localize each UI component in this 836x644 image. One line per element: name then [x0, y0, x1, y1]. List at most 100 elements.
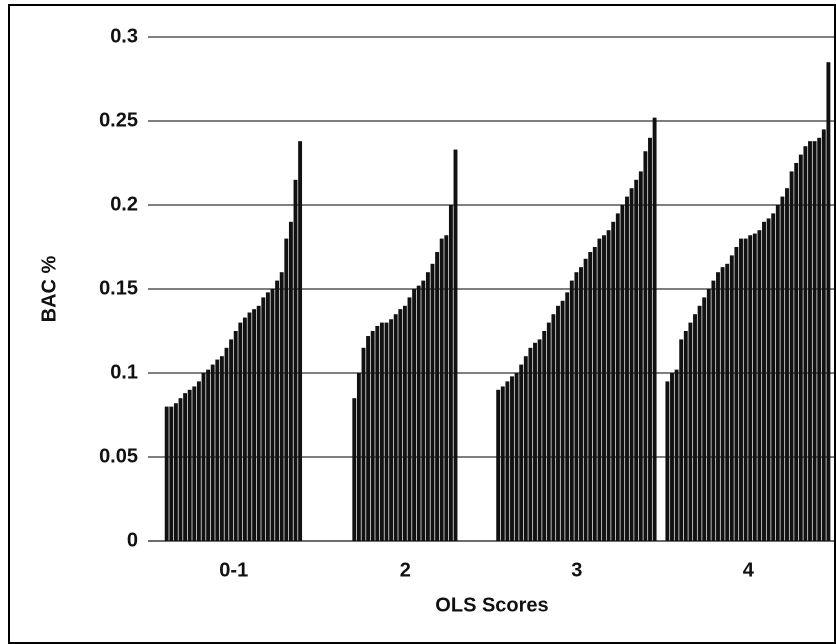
bar [252, 309, 257, 541]
bar [425, 272, 430, 541]
bar [775, 205, 780, 541]
bar [500, 386, 505, 541]
bar [523, 356, 528, 541]
bar [256, 305, 261, 541]
bar [812, 141, 817, 541]
bar [187, 389, 192, 541]
bar [398, 309, 403, 541]
bar [556, 305, 560, 541]
bar [542, 331, 547, 541]
bar [757, 230, 762, 541]
bar [620, 205, 625, 541]
bar [817, 137, 822, 542]
bar [288, 221, 293, 542]
bar [720, 267, 725, 541]
bar [780, 196, 785, 541]
bar [293, 179, 298, 542]
bar [606, 230, 611, 541]
bar [711, 280, 716, 541]
bar [238, 322, 243, 541]
bar [808, 141, 812, 541]
bar [444, 235, 449, 542]
bar [546, 322, 551, 541]
bar [352, 398, 357, 541]
bar [370, 331, 375, 541]
bar [748, 235, 753, 542]
bar [665, 381, 670, 541]
y-axis-label: BAC % [38, 255, 60, 322]
bar [356, 373, 361, 541]
bar [201, 373, 206, 541]
y-tick-label: 0.3 [110, 25, 138, 47]
bar [412, 289, 417, 541]
bar [743, 238, 748, 541]
bar [393, 314, 398, 541]
bar [574, 272, 579, 541]
bar [716, 272, 720, 541]
bar [379, 322, 384, 541]
bar [766, 218, 771, 541]
y-tick-label: 0.15 [99, 277, 138, 299]
bar [725, 263, 730, 541]
bar [615, 213, 620, 541]
bar [643, 151, 648, 542]
y-tick-label: 0 [127, 529, 138, 551]
x-tick-label: 2 [400, 559, 411, 581]
bar [361, 347, 366, 541]
bar [298, 141, 303, 541]
bar [279, 272, 284, 541]
bar [803, 146, 808, 541]
bar [164, 406, 169, 541]
bar [648, 137, 652, 542]
x-tick-label: 0-1 [219, 559, 248, 581]
frame [8, 4, 836, 644]
bar [794, 163, 799, 541]
bar [670, 373, 674, 541]
bar [366, 336, 371, 541]
bar [597, 238, 602, 541]
bar [435, 252, 440, 542]
bar [752, 233, 757, 541]
y-tick-label: 0.25 [99, 109, 138, 131]
bar [430, 263, 435, 541]
bar [265, 292, 270, 541]
bar [702, 297, 707, 541]
bar [634, 179, 639, 542]
bar [275, 280, 280, 541]
x-tick-label: 4 [743, 559, 755, 581]
x-tick-label: 3 [571, 559, 582, 581]
bar [588, 252, 593, 542]
bar [224, 347, 229, 541]
bar [261, 297, 266, 541]
bar [528, 347, 533, 541]
bar [192, 386, 197, 541]
bar [421, 280, 426, 541]
bar [448, 205, 453, 541]
bar [215, 359, 220, 541]
bar [375, 325, 380, 541]
y-tick-label: 0.2 [110, 193, 138, 215]
bar [389, 319, 394, 541]
bar [514, 373, 519, 541]
bar [762, 221, 766, 542]
bar [674, 369, 679, 541]
bar [739, 238, 743, 541]
bar [173, 403, 178, 541]
bar [602, 235, 606, 542]
bar [592, 247, 597, 541]
bar [652, 117, 657, 541]
bar [565, 292, 570, 541]
bar [510, 376, 514, 541]
bar [785, 188, 789, 541]
bar [826, 62, 831, 541]
bar [821, 129, 826, 541]
bar [196, 381, 201, 541]
bar [519, 364, 524, 541]
bar [416, 285, 421, 541]
bar [583, 258, 588, 541]
bar [771, 213, 776, 541]
bar [384, 322, 389, 541]
bar [229, 339, 234, 541]
bar [402, 305, 407, 541]
